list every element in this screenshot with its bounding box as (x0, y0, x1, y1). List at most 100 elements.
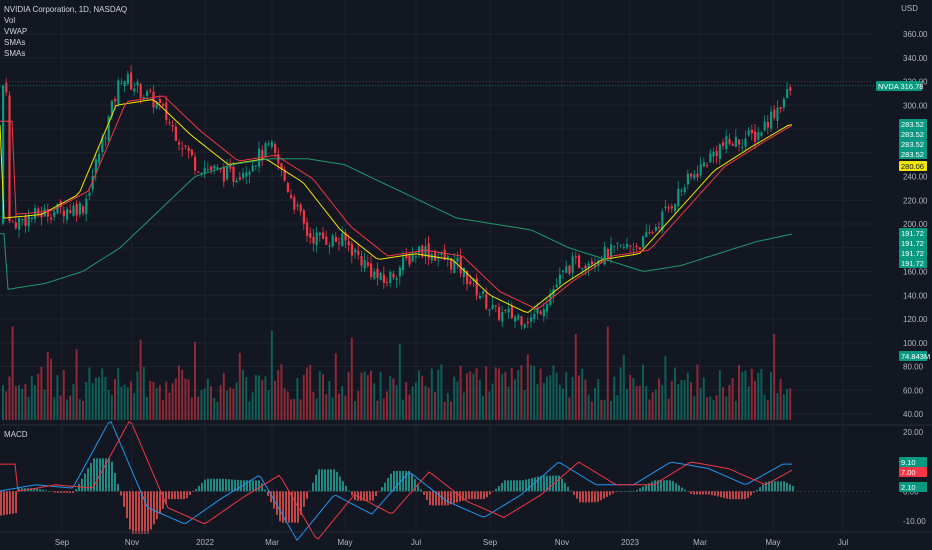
candle-body (728, 138, 731, 144)
volume-bar (56, 375, 59, 420)
volume-bar (651, 392, 654, 420)
macd-histogram-bar (759, 487, 761, 492)
volume-bar (440, 364, 443, 420)
volume-bar (264, 376, 267, 420)
macd-histogram-bar (585, 491, 587, 503)
macd-histogram-bar (219, 478, 221, 492)
candle-body (181, 148, 184, 150)
volume-bar (238, 352, 241, 420)
macd-histogram-bar (669, 480, 671, 492)
legend-smas-2[interactable]: SMAs (4, 49, 26, 58)
macd-histogram-bar (426, 491, 428, 500)
price-badge (899, 149, 927, 159)
volume-bar (24, 384, 27, 420)
candle-body (341, 233, 344, 247)
candle-body (629, 245, 632, 247)
candle-body (632, 249, 635, 251)
macd-histogram-bar (342, 481, 344, 492)
macd-histogram-bar (600, 491, 602, 501)
candle-body (370, 263, 373, 277)
volume-bar (728, 384, 731, 420)
volume-bar (424, 385, 427, 420)
volume-bar (722, 387, 724, 420)
candle-body (773, 109, 776, 118)
macd-histogram-bar (87, 468, 89, 492)
volume-bar (555, 372, 558, 420)
volume-bar (376, 400, 379, 420)
candle-body (229, 165, 232, 169)
macd-histogram-bar (723, 491, 725, 498)
candle-body (306, 222, 309, 236)
candle-body (274, 144, 277, 153)
macd-histogram-bar (618, 491, 620, 492)
volume-bar (21, 388, 24, 420)
volume-bar (754, 381, 756, 420)
candle-body (558, 274, 561, 285)
volume-bar (350, 337, 353, 420)
volume-bar (766, 400, 769, 420)
legend-vwap[interactable]: VWAP (4, 27, 28, 36)
candle-body (357, 250, 360, 255)
macd-histogram-bar (348, 490, 350, 492)
volume-bar (363, 371, 366, 420)
legend-vol[interactable]: Vol (4, 16, 16, 25)
volume-bar (296, 377, 299, 420)
macd-histogram-bar (564, 482, 566, 492)
volume-bar (229, 387, 232, 420)
volume-bar (168, 392, 171, 420)
legend-smas-1[interactable]: SMAs (4, 38, 26, 47)
macd-histogram-bar (183, 491, 185, 500)
volume-bar (414, 382, 417, 420)
macd-histogram-bar (390, 473, 392, 492)
macd-histogram-bar (420, 489, 422, 492)
candle-body (312, 236, 315, 244)
currency-unit: USD (901, 4, 918, 13)
macd-histogram-bar (735, 491, 737, 500)
volume-bar (114, 379, 116, 420)
volume-bar (632, 378, 635, 420)
candle-body (338, 242, 341, 244)
volume-bar (475, 368, 478, 420)
price-tick-label: 200.00 (903, 220, 928, 229)
macd-histogram-bar (291, 491, 293, 523)
macd-histogram-bar (288, 491, 290, 523)
macd-histogram-bar (597, 491, 599, 502)
macd-histogram-bar (60, 491, 62, 493)
macd-histogram-bar (486, 491, 488, 498)
candle-body (261, 149, 264, 160)
candle-body (466, 271, 469, 285)
macd-histogram-bar (144, 491, 146, 534)
macd-legend[interactable]: MACD (4, 430, 28, 439)
volume-bar (386, 391, 388, 420)
candle-body (232, 166, 235, 182)
macd-histogram-bar (546, 475, 548, 492)
price-badge-label: NVDA 316.78 (878, 82, 923, 91)
macd-histogram-bar (444, 491, 446, 506)
candle-body (152, 91, 155, 108)
candle-body (302, 210, 305, 224)
macd-histogram-bar (516, 480, 518, 492)
sma-red-line (0, 95, 793, 310)
volume-bar (469, 371, 472, 420)
macd-histogram-bar (765, 481, 767, 492)
macd-histogram-bar (108, 458, 110, 492)
candle-body (203, 168, 206, 173)
symbol-title[interactable]: NVIDIA Corporation, 1D, NASDAQ (4, 5, 128, 14)
candle-body (635, 246, 638, 248)
candle-body (139, 84, 142, 98)
volume-bar (715, 395, 718, 420)
candle-body (670, 206, 673, 209)
macd-histogram-bar (648, 483, 650, 492)
candle-body (270, 142, 273, 148)
macd-histogram-bar (168, 491, 170, 500)
candle-body (450, 258, 453, 270)
macd-histogram-bar (672, 481, 674, 492)
volume-bar (619, 367, 622, 420)
candle-body (117, 80, 120, 104)
volume-bar (568, 397, 571, 420)
macd-histogram-bar (741, 491, 743, 500)
volume-bar (725, 396, 728, 420)
volume-bar (789, 388, 792, 420)
volume-bar (504, 371, 507, 420)
